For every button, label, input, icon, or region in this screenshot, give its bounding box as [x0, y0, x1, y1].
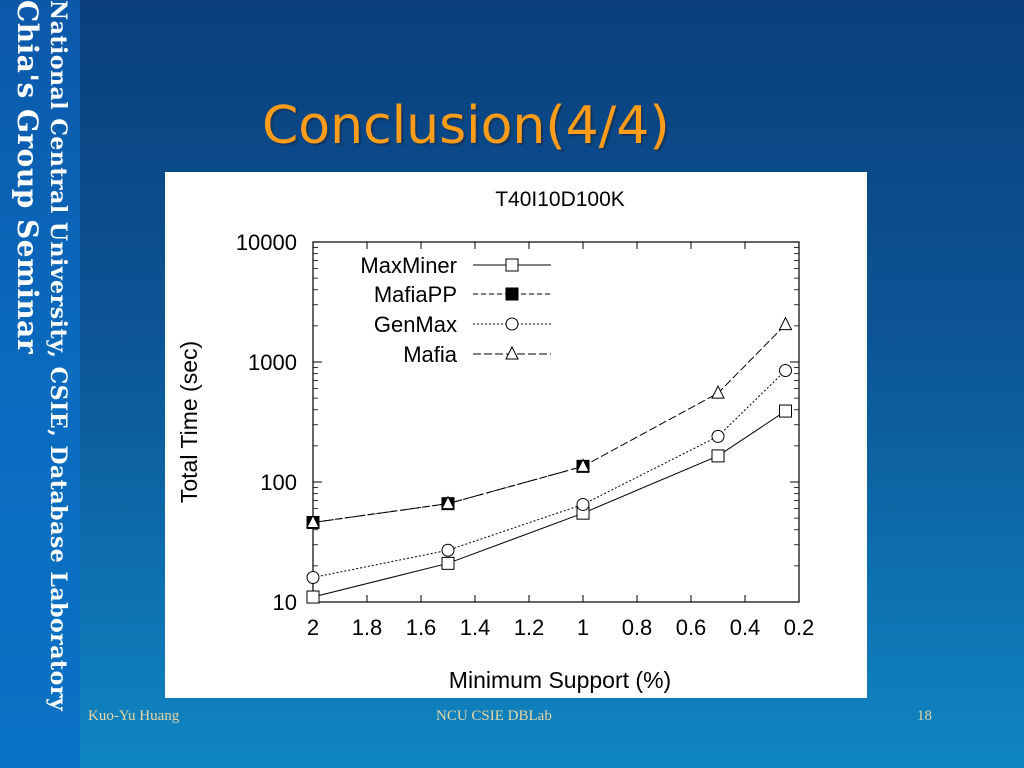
data-point-mafia: [576, 458, 590, 472]
y-tick-label: 100: [260, 470, 297, 495]
series-line-mafia: [312, 324, 786, 523]
x-tick-label: 0.8: [622, 615, 653, 640]
data-point-maxminer: [711, 449, 725, 463]
sidebar-band: National Central University, CSIE, Datab…: [0, 0, 80, 768]
chart-panel: T40I10D100K Total Time (sec) Minimum Sup…: [165, 172, 867, 698]
data-point-maxminer: [441, 556, 455, 570]
legend-marker: [505, 345, 519, 360]
footer-page-number: 18: [917, 708, 932, 724]
data-point-mafia: [778, 316, 793, 331]
axis-ticks: 2 1.8 1.6 1.4 1.2 1 0.8 0.6 0.4 0.2 10 100 1000 10000: [236, 230, 814, 640]
legend-marker: [505, 258, 519, 272]
legend-label: GenMax: [374, 312, 457, 337]
data-point-genmax: [441, 543, 455, 557]
data-point-mafia: [441, 495, 455, 510]
x-tick-label: 0.2: [784, 615, 815, 640]
series-markers: [306, 316, 793, 604]
sidebar-line-2: Chia's Group Seminar: [11, 0, 44, 355]
x-tick-label: 0.6: [676, 615, 707, 640]
x-tick-label: 1.4: [460, 615, 491, 640]
y-tick-label: 10000: [236, 230, 297, 255]
plot-frame: [312, 241, 800, 603]
data-point-genmax: [711, 429, 725, 443]
x-axis-label: Minimum Support (%): [449, 667, 671, 693]
footer-venue: NCU CSIE DBLab: [436, 708, 552, 724]
data-point-mafia: [711, 385, 725, 399]
slide-title: Conclusion(4/4): [262, 96, 670, 156]
data-point-maxminer: [779, 404, 792, 418]
data-point-genmax: [306, 571, 320, 585]
series-line-mafiapp: [312, 465, 584, 523]
legend-marker: [505, 317, 519, 331]
x-tick-label: 1.2: [514, 615, 545, 640]
y-axis-label: Total Time (sec): [176, 341, 202, 503]
x-tick-label: 1: [577, 615, 589, 640]
legend: MaxMiner MafiaPP GenMax Mafia: [360, 253, 551, 367]
legend-marker: [505, 287, 519, 301]
sidebar-text: National Central University, CSIE, Datab…: [10, 0, 72, 711]
legend-label: MafiaPP: [374, 282, 457, 307]
data-point-genmax: [576, 497, 590, 511]
sidebar-line-1: National Central University, CSIE, Datab…: [45, 0, 71, 712]
x-tick-label: 1.6: [406, 615, 437, 640]
series-line-genmax: [312, 370, 786, 578]
x-tick-label: 0.4: [730, 615, 761, 640]
footer-author: Kuo-Yu Huang: [88, 708, 180, 724]
y-tick-label: 1000: [248, 350, 297, 375]
x-tick-label: 1.8: [352, 615, 383, 640]
chart: T40I10D100K Total Time (sec) Minimum Sup…: [176, 188, 814, 693]
chart-title: T40I10D100K: [495, 188, 625, 211]
data-point-mafia: [306, 514, 320, 528]
x-tick-label: 2: [307, 615, 319, 640]
y-tick-label: 10: [273, 590, 297, 615]
data-point-genmax: [779, 363, 792, 377]
legend-label: MaxMiner: [360, 253, 457, 278]
data-point-maxminer: [306, 590, 320, 604]
legend-label: Mafia: [403, 342, 458, 367]
